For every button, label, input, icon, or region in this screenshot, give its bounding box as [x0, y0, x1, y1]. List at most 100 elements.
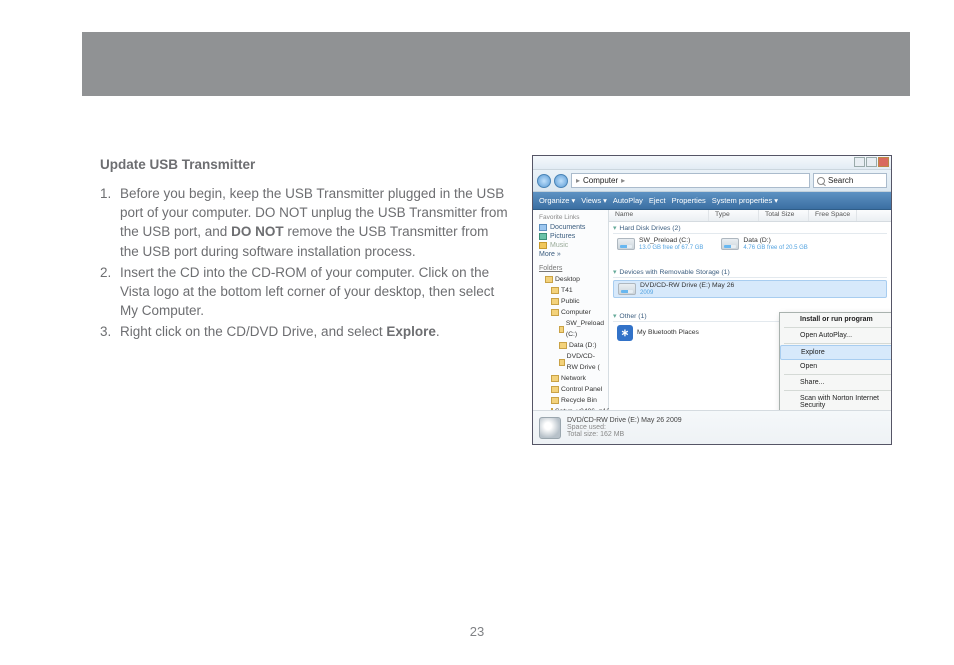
ctx-share[interactable]: Share...: [780, 376, 891, 389]
col-total[interactable]: Total Size: [759, 210, 809, 221]
fav-more-label: More »: [539, 251, 561, 258]
chevron-down-icon[interactable]: ▾: [613, 312, 616, 320]
details-line1: Space used:: [567, 424, 682, 431]
fav-pictures[interactable]: Pictures: [537, 232, 604, 241]
toolbar-autoplay[interactable]: AutoPlay: [613, 196, 643, 205]
folder-recycle-label: Recycle Bin: [561, 395, 597, 406]
folder-control[interactable]: Control Panel: [537, 384, 604, 395]
folder-network-label: Network: [561, 373, 586, 384]
search-input[interactable]: Search: [813, 173, 887, 188]
back-button[interactable]: [537, 174, 551, 188]
toolbar: Organize ▾ Views ▾ AutoPlay Eject Proper…: [533, 192, 891, 210]
ctx-title[interactable]: Install or run program: [780, 313, 891, 326]
col-free[interactable]: Free Space: [809, 210, 857, 221]
drive-d[interactable]: Data (D:)4.76 GB free of 20.5 GB: [717, 236, 811, 252]
folder-data[interactable]: Data (D:): [537, 340, 604, 351]
toolbar-views[interactable]: Views ▾: [581, 196, 607, 205]
fav-pictures-label: Pictures: [550, 233, 575, 240]
toolbar-system[interactable]: System properties ▾: [712, 196, 778, 205]
step-3-text-b: .: [436, 324, 440, 339]
col-name[interactable]: Name: [609, 210, 709, 221]
folder-computer-label: Computer: [561, 307, 591, 318]
breadcrumb-computer: Computer: [583, 176, 618, 185]
disc-icon: [539, 417, 561, 439]
folder-preload[interactable]: SW_Preload (C:): [537, 318, 604, 340]
drive-d-sub: 4.76 GB free of 20.5 GB: [743, 245, 807, 251]
folder-desktop-label: Desktop: [555, 274, 580, 285]
details-line2: Total size: 162 MB: [567, 431, 682, 438]
toolbar-organize[interactable]: Organize ▾: [539, 196, 575, 205]
step-3-text-a: Right click on the CD/DVD Drive, and sel…: [120, 324, 386, 339]
fav-music[interactable]: Music: [537, 241, 604, 250]
folder-control-label: Control Panel: [561, 384, 602, 395]
window-body: Favorite Links Documents Pictures Music …: [533, 210, 891, 410]
folder-dvd[interactable]: DVD/CD-RW Drive (: [537, 351, 604, 373]
toolbar-eject[interactable]: Eject: [649, 196, 666, 205]
header-bar: [82, 32, 910, 96]
maximize-button[interactable]: [866, 157, 877, 167]
fav-music-label: Music: [550, 242, 568, 249]
drive-c[interactable]: SW_Preload (C:)13.0 GB free of 67.7 GB: [613, 236, 707, 252]
fav-more[interactable]: More »: [537, 250, 604, 259]
pictures-icon: [539, 233, 547, 240]
folder-user[interactable]: T41: [537, 285, 604, 296]
recycle-icon: [551, 397, 559, 404]
drive-c-sub: 13.0 GB free of 67.7 GB: [639, 245, 703, 251]
chevron-down-icon[interactable]: ▾: [613, 268, 616, 276]
drive-icon: [559, 342, 567, 349]
disc-icon: [618, 283, 636, 295]
folder-public-label: Public: [561, 296, 580, 307]
fav-documents-label: Documents: [550, 224, 585, 231]
step-3-bold: Explore: [386, 324, 436, 339]
col-type[interactable]: Type: [709, 210, 759, 221]
column-headers: Name Type Total Size Free Space: [609, 210, 891, 222]
toolbar-organize-label: Organize: [539, 196, 569, 205]
folder-public[interactable]: Public: [537, 296, 604, 307]
drive-d-name: Data (D:): [743, 237, 807, 245]
details-title: DVD/CD-RW Drive (E:) May 26 2009: [567, 417, 682, 424]
search-placeholder: Search: [828, 176, 853, 185]
ctx-scan[interactable]: Scan with Norton Internet Security: [780, 392, 891, 410]
fav-documents[interactable]: Documents: [537, 223, 604, 232]
toolbar-properties[interactable]: Properties: [672, 196, 706, 205]
group-other-label: Other (1): [619, 313, 646, 320]
bluetooth-label: My Bluetooth Places: [637, 329, 699, 337]
folders-title[interactable]: Folders: [539, 265, 604, 272]
forward-button[interactable]: [554, 174, 568, 188]
toolbar-properties-label: Properties: [672, 196, 706, 205]
separator: [784, 390, 891, 391]
ctx-explore[interactable]: Explore: [780, 345, 891, 360]
chevron-down-icon[interactable]: ▾: [613, 224, 616, 232]
close-button[interactable]: [878, 157, 889, 167]
folder-recycle[interactable]: Recycle Bin: [537, 395, 604, 406]
breadcrumb[interactable]: ▸ Computer ▸: [571, 173, 810, 188]
toolbar-system-label: System properties: [712, 196, 772, 205]
content-row: Update USB Transmitter Before you begin,…: [100, 155, 892, 445]
folder-dvd-label: DVD/CD-RW Drive (: [567, 351, 604, 373]
toolbar-eject-label: Eject: [649, 196, 666, 205]
control-panel-icon: [551, 386, 559, 393]
folder-network[interactable]: Network: [537, 373, 604, 384]
chevron-icon: ▸: [576, 176, 580, 185]
folder-computer[interactable]: Computer: [537, 307, 604, 318]
minimize-button[interactable]: [854, 157, 865, 167]
step-3: Right click on the CD/DVD Drive, and sel…: [100, 322, 508, 341]
main-pane: Name Type Total Size Free Space ▾Hard Di…: [609, 210, 891, 410]
address-bar: ▸ Computer ▸ Search: [533, 170, 891, 192]
folders-tree: Desktop T41 Public Computer SW_Preload (…: [537, 274, 604, 428]
ctx-autoplay[interactable]: Open AutoPlay...: [780, 329, 891, 342]
folder-icon: [551, 287, 559, 294]
explorer-window: ▸ Computer ▸ Search Organize ▾ Views ▾ A…: [532, 155, 892, 445]
drive-dvd[interactable]: DVD/CD-RW Drive (E:) May 262009: [613, 280, 887, 298]
folder-desktop[interactable]: Desktop: [537, 274, 604, 285]
page-number: 23: [0, 624, 954, 639]
toolbar-autoplay-label: AutoPlay: [613, 196, 643, 205]
bluetooth-icon: ∗: [617, 325, 633, 341]
ctx-open[interactable]: Open: [780, 360, 891, 373]
step-2: Insert the CD into the CD-ROM of your co…: [100, 263, 508, 320]
toolbar-views-label: Views: [581, 196, 601, 205]
drive-dvd-name: DVD/CD-RW Drive (E:) May 26: [640, 282, 734, 290]
search-icon: [817, 177, 825, 185]
drive-icon: [559, 326, 564, 333]
documents-icon: [539, 224, 547, 231]
